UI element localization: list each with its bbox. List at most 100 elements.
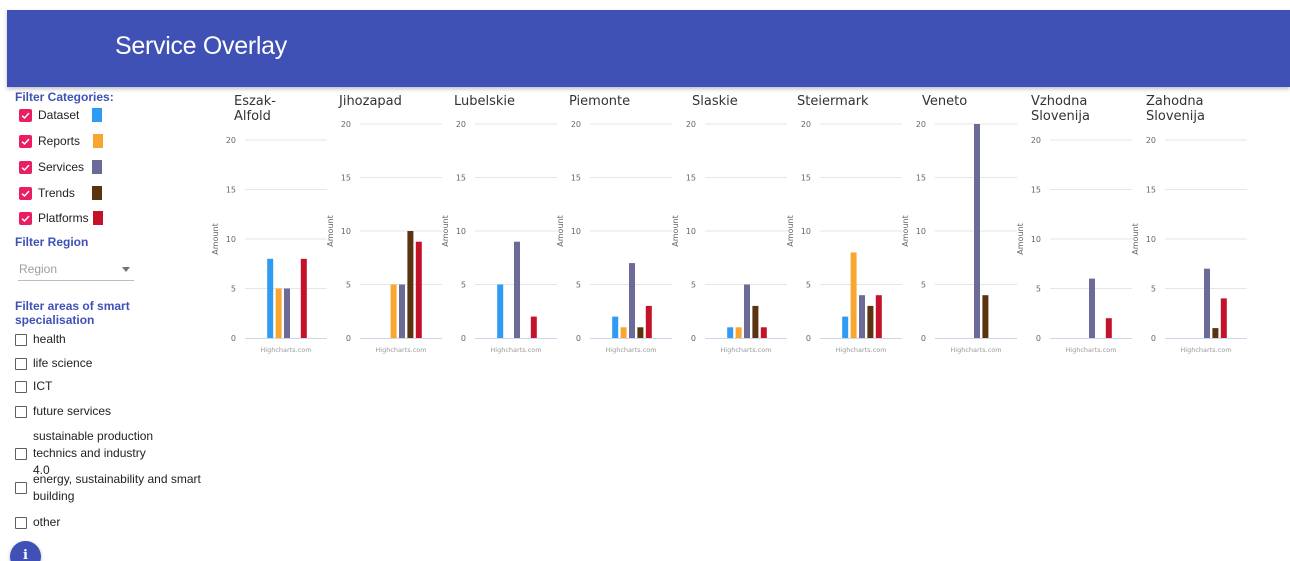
category-color-swatch xyxy=(93,134,103,148)
y-tick-label: 15 xyxy=(801,174,811,183)
y-tick-label: 10 xyxy=(226,235,236,244)
bar-chart: 0 5 10 15 20 Amount Highcharts.com xyxy=(211,136,327,354)
area-option[interactable]: energy, sustainability and smart buildin… xyxy=(15,471,205,505)
region-chart: Jihozapad 0 5 10 15 20 Amount Highcharts.com xyxy=(323,92,442,362)
bar-trends[interactable] xyxy=(407,231,414,338)
bar-dataset[interactable] xyxy=(612,316,619,338)
y-tick-label: 0 xyxy=(231,334,236,343)
chart-credits-link[interactable]: Highcharts.com xyxy=(1180,346,1231,354)
region-chart: Piemonte 0 5 10 15 20 Amount Highcharts.com xyxy=(553,92,672,362)
bar-services[interactable] xyxy=(744,284,750,339)
bar-reports[interactable] xyxy=(390,284,397,339)
bar-platforms[interactable] xyxy=(875,295,882,338)
bar-trends[interactable] xyxy=(982,295,989,338)
category-checkbox[interactable] xyxy=(19,134,32,148)
area-option[interactable]: health xyxy=(15,331,195,348)
bar-platforms[interactable] xyxy=(415,241,422,338)
category-checkbox[interactable] xyxy=(19,211,32,225)
bar-dataset[interactable] xyxy=(727,327,734,338)
info-button[interactable]: i xyxy=(10,541,41,561)
area-checkbox[interactable] xyxy=(15,380,27,393)
y-axis-label: Amount xyxy=(1016,223,1025,254)
y-axis-label: Amount xyxy=(211,223,220,254)
chart-credits-link[interactable]: Highcharts.com xyxy=(835,346,886,354)
bar-reports[interactable] xyxy=(735,327,742,338)
checkmark-icon xyxy=(21,112,30,119)
dropdown-arrow-icon xyxy=(122,267,130,272)
bar-trends[interactable] xyxy=(752,305,759,338)
region-chart: Zahodna Slovenija 0 5 10 15 20 Amount Highchart… xyxy=(1128,92,1247,362)
area-checkbox[interactable] xyxy=(15,405,27,418)
bar-trends[interactable] xyxy=(867,305,874,338)
bar-trends[interactable] xyxy=(1212,328,1219,338)
area-option[interactable]: sustainable production technics and indu… xyxy=(15,428,165,479)
category-reports[interactable]: Reports xyxy=(19,131,119,151)
bar-dataset[interactable] xyxy=(267,258,274,338)
chart-credits-link[interactable]: Highcharts.com xyxy=(1065,346,1116,354)
bar-platforms[interactable] xyxy=(645,305,652,338)
area-checkbox[interactable] xyxy=(15,357,27,370)
region-chart: Vzhodna Slovenija 0 5 10 15 20 Amount Highchart… xyxy=(1013,92,1132,362)
checkmark-icon xyxy=(21,190,30,197)
bar-platforms[interactable] xyxy=(300,258,307,338)
bar-services[interactable] xyxy=(974,124,980,338)
category-platforms[interactable]: Platforms xyxy=(19,208,119,228)
chart-credits-link[interactable]: Highcharts.com xyxy=(260,346,311,354)
y-tick-label: 0 xyxy=(461,334,466,343)
area-checkbox[interactable] xyxy=(15,447,27,460)
bar-chart: 0 5 10 15 20 Amount Highcharts.com xyxy=(671,120,787,354)
category-dataset[interactable]: Dataset xyxy=(19,105,119,125)
area-option[interactable]: other xyxy=(15,514,195,531)
category-trends[interactable]: Trends xyxy=(19,183,119,203)
area-checkbox[interactable] xyxy=(15,333,27,346)
chart-credits-link[interactable]: Highcharts.com xyxy=(605,346,656,354)
y-tick-label: 5 xyxy=(1151,285,1156,294)
area-checkbox[interactable] xyxy=(15,516,27,529)
bar-dataset[interactable] xyxy=(497,284,504,339)
y-tick-label: 20 xyxy=(226,136,236,145)
checkmark-icon xyxy=(21,215,30,222)
bar-services[interactable] xyxy=(399,284,405,339)
region-chart: Lubelskie 0 5 10 15 20 Amount Highcharts.com xyxy=(438,92,557,362)
filter-sidebar: Filter Categories: Dataset Reports Service… xyxy=(0,87,215,561)
bar-reports[interactable] xyxy=(275,288,282,339)
chart-credits-link[interactable]: Highcharts.com xyxy=(375,346,426,354)
y-tick-label: 5 xyxy=(231,285,236,294)
area-option[interactable]: ICT xyxy=(15,378,195,395)
bar-trends[interactable] xyxy=(637,327,644,338)
y-axis-label: Amount xyxy=(1131,223,1140,254)
area-checkbox[interactable] xyxy=(15,482,27,494)
chart-credits-link[interactable]: Highcharts.com xyxy=(490,346,541,354)
category-services[interactable]: Services xyxy=(19,157,119,177)
bar-services[interactable] xyxy=(514,241,520,338)
category-checkbox[interactable] xyxy=(19,186,32,200)
y-axis-label: Amount xyxy=(441,215,450,246)
region-chart: Veneto 0 5 10 15 20 Amount Highcharts.com xyxy=(898,92,1017,362)
bar-dataset[interactable] xyxy=(842,316,849,338)
chart-title: Eszak- Alfold xyxy=(234,94,276,124)
chart-credits-link[interactable]: Highcharts.com xyxy=(950,346,1001,354)
area-option[interactable]: future services xyxy=(15,403,195,420)
bar-reports[interactable] xyxy=(850,252,857,338)
area-option[interactable]: life science xyxy=(15,355,195,372)
bar-platforms[interactable] xyxy=(1220,298,1227,338)
y-axis-label: Amount xyxy=(556,215,565,246)
bar-platforms[interactable] xyxy=(760,327,767,338)
y-tick-label: 0 xyxy=(1151,334,1156,343)
category-checkbox[interactable] xyxy=(19,160,32,174)
y-tick-label: 20 xyxy=(1146,136,1156,145)
bar-services[interactable] xyxy=(859,295,865,338)
bar-reports[interactable] xyxy=(620,327,627,338)
bar-services[interactable] xyxy=(1089,278,1095,338)
bar-platforms[interactable] xyxy=(530,316,537,338)
bar-services[interactable] xyxy=(284,288,290,339)
bar-platforms[interactable] xyxy=(1105,318,1112,338)
category-color-swatch xyxy=(92,186,102,200)
category-checkbox[interactable] xyxy=(19,108,32,122)
chart-credits-link[interactable]: Highcharts.com xyxy=(720,346,771,354)
region-select[interactable]: Region xyxy=(18,259,134,281)
bar-services[interactable] xyxy=(629,263,635,338)
y-tick-label: 0 xyxy=(806,334,811,343)
bar-services[interactable] xyxy=(1204,268,1210,338)
y-tick-label: 20 xyxy=(801,120,811,129)
